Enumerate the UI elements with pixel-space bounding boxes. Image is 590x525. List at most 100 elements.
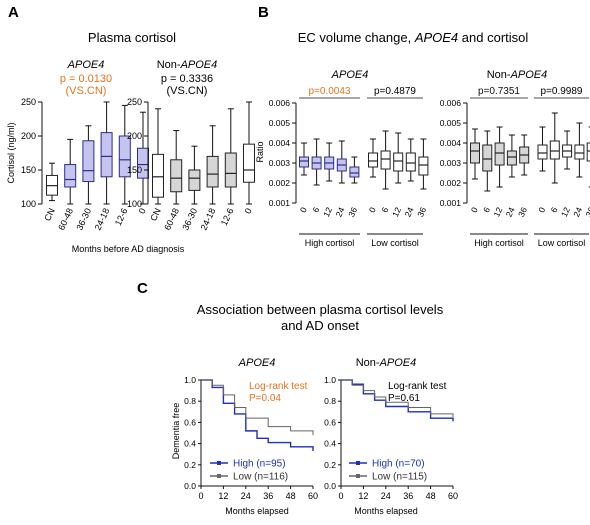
x-tick-label: 12 [358,491,368,501]
y-tick-label: 0.4 [324,439,336,449]
x-tick-label: CN [148,207,163,223]
y-tick-label: 0.2 [184,460,196,470]
y-tick-label: 0.2 [324,460,336,470]
b1-y-axis-label: Ratio [255,141,265,162]
c2-plot: 0.0 0.2 0.4 0.6 0.8 1.0 0 12 24 36 48 60 High (n=70)… [324,375,458,501]
box-4 [519,134,530,176]
c2-x-axis-label: Months elapsed [354,506,418,516]
x-tick-label: 12 [321,205,334,218]
group-label-low: Low cortisol [371,238,419,248]
box-body [405,152,416,172]
box-body [152,153,164,198]
x-tick-label: 12 [390,205,403,218]
b2-subtitle: Non-APOE4 [487,69,548,81]
box-1 [311,138,322,186]
y-tick-label: 1.0 [324,375,336,385]
group-label-high: High cortisol [474,238,524,248]
x-tick-label: 12-6 [113,207,130,228]
c2-logrank-p: P=0.61 [388,393,420,404]
x-tick-label: 0 [198,491,203,501]
x-tick-label: 0 [338,491,343,501]
box-body [549,140,560,160]
box-body [418,156,429,176]
y-tick-label: 0.001 [440,198,462,208]
box-body [470,142,480,164]
y-tick-label: 0.003 [269,158,291,168]
y-tick-label: 200 [21,131,36,141]
y-tick-label: 0.8 [324,396,336,406]
box-1 [482,130,493,192]
box-body [349,166,360,178]
p-value-right: p=0.4879 [374,86,416,97]
x-tick-label: 36 [403,491,413,501]
p-value-left: p=0.0043 [309,86,351,97]
box-5 [368,138,378,178]
panel-letter-c: C [137,280,148,297]
box-0 [152,108,164,205]
x-tick-label: 36-30 [74,207,93,232]
box-5 [137,111,149,205]
x-tick-label: 24 [504,205,517,218]
panel-c-title-line2: and AD onset [281,318,359,333]
x-tick-label: 12 [491,205,504,218]
km-curve-low [201,379,314,436]
box-body [100,132,113,178]
y-tick-label: 0.002 [440,178,462,188]
legend-swatch-marker [356,461,360,465]
box-2 [188,145,201,205]
x-tick-label: 6 [481,205,492,214]
box-body [494,142,505,166]
box-body [82,140,95,183]
p-value-left: p=0.7351 [478,86,520,97]
box-2 [324,142,335,182]
x-tick-label: 24 [334,205,347,218]
x-tick-label: 24-18 [199,207,218,232]
y-tick-label: 0.003 [440,158,462,168]
x-tick-label: 36 [415,205,428,218]
x-tick-label: 6 [549,205,560,214]
box-body [118,135,131,178]
a1-p-sub: (VS.CN) [66,85,107,97]
x-tick-label: 36 [346,205,359,218]
box-3 [206,125,219,205]
box-4 [224,108,237,205]
y-tick-label: 0.002 [269,178,291,188]
box-4 [349,156,360,184]
box-body [243,143,255,183]
box-3 [506,134,517,178]
c1-subtitle: APOE4 [238,357,276,369]
box-body [188,169,201,191]
x-tick-label: 0 [367,205,378,214]
y-tick-label: 0.6 [184,417,196,427]
x-tick-label: 12 [218,491,228,501]
legend-label: Low (n=115) [372,472,427,483]
x-tick-label: 6 [379,205,390,214]
group-label-high: High cortisol [305,238,355,248]
b1-subtitle: APOE4 [331,69,369,81]
box-body [224,152,237,188]
x-tick-label: 24 [403,205,416,218]
a2-subtitle: Non-APOE4 [157,59,218,71]
x-tick-label: CN [42,207,57,223]
box-3 [336,140,347,184]
x-tick-label: 60 [308,491,318,501]
a-x-axis-label: Months before AD diagnosis [72,244,185,254]
panel-a-title: Plasma cortisol [88,30,176,45]
x-tick-label: 48 [286,491,296,501]
y-tick-label: 0.0 [324,481,336,491]
a1-p-value: p = 0.0130 [60,73,112,85]
c2-logrank-label: Log-rank test [388,381,447,392]
x-tick-label: 24 [241,491,251,501]
box-0 [299,142,309,176]
c1-logrank-label: Log-rank test [249,381,308,392]
y-tick-label: 0.0 [184,481,196,491]
box-2 [494,126,505,188]
x-tick-label: 60-48 [162,207,181,232]
y-tick-label: 0.004 [440,138,462,148]
legend-label: High (n=95) [233,459,286,470]
x-tick-label: 60-48 [56,207,75,232]
y-tick-label: 0.006 [269,98,291,108]
y-tick-label: 100 [127,199,142,209]
x-tick-label: 36 [516,205,529,218]
